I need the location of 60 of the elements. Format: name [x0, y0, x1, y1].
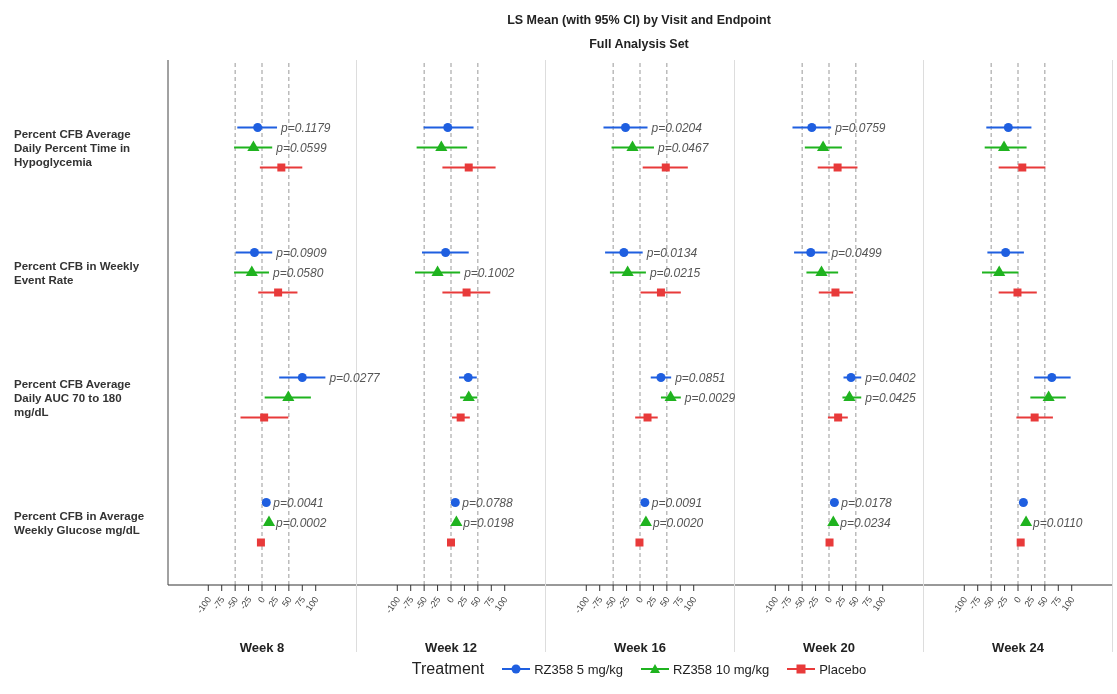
x-axis-title: Week 8	[239, 640, 285, 655]
x-tick-label: 25	[455, 594, 470, 609]
legend-label: Placebo	[818, 661, 867, 677]
annotation: p=0.0002	[275, 514, 327, 531]
annotation: p=0.0425	[865, 389, 916, 406]
annotation: p=0.0499	[831, 244, 882, 261]
x-axis-title: Week 16	[614, 640, 666, 655]
x-tick-label: -75	[966, 594, 983, 612]
annotation: p=0.1002	[464, 264, 515, 281]
annotation: p=0.0234	[840, 514, 891, 531]
x-tick-label: 25	[1022, 594, 1037, 609]
annotation: p=0.0467	[657, 139, 709, 156]
chart-title: LS Mean (with 95% CI) by Visit and Endpoint	[506, 12, 772, 29]
x-tick-label: -75	[399, 594, 416, 612]
annotation: p=0.0580	[272, 264, 324, 281]
annotation: p=0.1179	[281, 119, 331, 136]
annotation: p=0.0091	[651, 494, 703, 511]
annotation: p=0.0198	[463, 514, 514, 531]
annotation: p=0.0277	[329, 369, 380, 386]
legend-label: RZ358 5 mg/kg	[533, 661, 624, 677]
x-tick-label: 50	[846, 594, 861, 609]
x-tick-label: 0	[633, 594, 645, 605]
annotation: p=0.0029	[684, 389, 736, 406]
annotation: p=0.0788	[462, 494, 513, 511]
chart-subtitle: Full Analysis Set	[588, 36, 690, 53]
legend-title: Treatment	[411, 660, 485, 678]
x-tick-label: -75	[210, 594, 227, 612]
x-tick-label: -75	[588, 594, 605, 612]
x-tick-label: 0	[822, 594, 834, 605]
annotation: p=0.0020	[652, 514, 704, 531]
x-tick-label: 25	[644, 594, 659, 609]
x-tick-label: 0	[444, 594, 456, 605]
annotation: p=0.0204	[651, 119, 702, 136]
annotation: p=0.0215	[649, 264, 701, 281]
x-tick-label: 50	[657, 594, 672, 609]
annotation: p=0.0759	[835, 119, 886, 136]
x-tick-label: -75	[777, 594, 794, 612]
y-tick-label: Percent CFB in Weekly Event Rate	[14, 259, 140, 286]
annotation: p=0.0599	[276, 139, 327, 156]
annotation: p=0.0851	[675, 369, 726, 386]
x-tick-label: 25	[266, 594, 281, 609]
x-axis-title: Week 12	[425, 640, 477, 655]
annotation: p=0.0041	[273, 494, 324, 511]
y-tick-label: Percent CFB in Average Weekly Glucose mg/dL	[14, 509, 145, 536]
x-tick-label: 50	[1035, 594, 1050, 609]
x-axis-title: Week 24	[992, 640, 1045, 655]
annotation: p=0.0402	[865, 369, 916, 386]
legend-label: RZ358 10 mg/kg	[672, 661, 770, 677]
x-tick-label: 0	[255, 594, 267, 605]
x-tick-label: 50	[279, 594, 294, 609]
annotation: p=0.0178	[841, 494, 892, 511]
x-axis-title: Week 20	[803, 640, 855, 655]
annotation: p=0.0909	[276, 244, 327, 261]
y-tick-label: Percent CFB Average Daily Percent Time in Hypoglycemia	[14, 127, 131, 168]
x-tick-label: 0	[1011, 594, 1023, 605]
x-tick-label: 25	[833, 594, 848, 609]
annotation: p=0.0110	[1033, 514, 1083, 531]
x-tick-label: 50	[468, 594, 483, 609]
annotation: p=0.0134	[646, 244, 698, 261]
y-tick-label: Percent CFB Average Daily AUC 70 to 180 mg/dL	[14, 377, 131, 418]
